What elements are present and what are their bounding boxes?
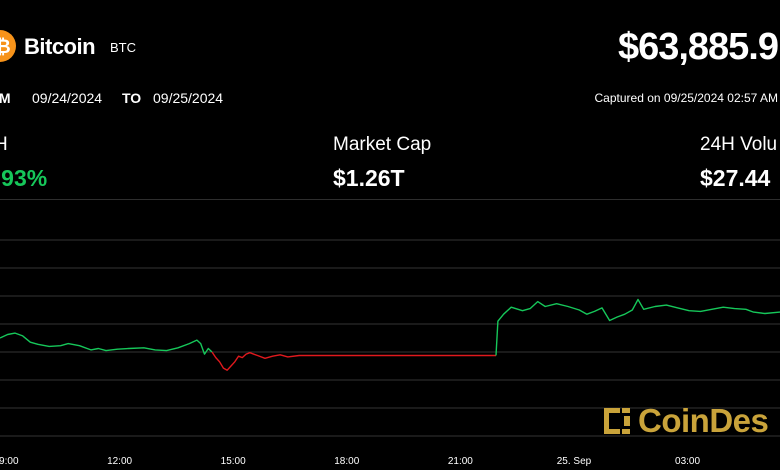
bitcoin-logo-icon: ₿ xyxy=(0,30,16,62)
stat-24h-volume-value: $27.44 xyxy=(700,165,771,191)
stats-divider xyxy=(0,199,780,200)
x-tick-label: 18:00 xyxy=(334,456,359,467)
x-tick-label: 15:00 xyxy=(221,456,246,467)
price-line-segment-green-0 xyxy=(0,332,213,355)
x-tick-label: 25. Sep xyxy=(557,456,592,467)
current-price: $63,885.9 xyxy=(617,26,779,68)
price-line-segment-green-2 xyxy=(495,298,780,356)
stat-24h-change-value: 0.93% xyxy=(0,165,48,191)
x-tick-label: 03:00 xyxy=(675,456,700,467)
stat-market-cap-value: $1.26T xyxy=(333,165,405,191)
x-tick-label: 09:00 xyxy=(0,456,19,467)
price-line-segment-red-1 xyxy=(211,351,496,371)
coin-name: Bitcoin xyxy=(24,34,96,59)
stat-24h-change-label: H xyxy=(0,134,8,155)
to-date: 09/25/2024 xyxy=(153,90,224,106)
from-date: 09/24/2024 xyxy=(32,90,103,106)
svg-text:₿: ₿ xyxy=(0,37,11,58)
x-tick-label: 21:00 xyxy=(448,456,473,467)
stat-24h-volume-label: 24H Volu xyxy=(700,134,778,155)
captured-timestamp: Captured on 09/25/2024 02:57 AM xyxy=(594,91,778,105)
x-tick-label: 12:00 xyxy=(107,456,132,467)
price-chart: 09:00 12:00 15:00 18:00 21:00 25. Sep 03:00 xyxy=(0,239,780,467)
coindesk-watermark: CoinDes xyxy=(638,402,769,439)
coin-ticker: BTC xyxy=(110,40,136,55)
coindesk-logo-icon xyxy=(604,408,630,434)
stat-market-cap-label: Market Cap xyxy=(333,134,432,155)
to-label: TO xyxy=(122,90,142,106)
from-label: OM xyxy=(0,90,11,106)
